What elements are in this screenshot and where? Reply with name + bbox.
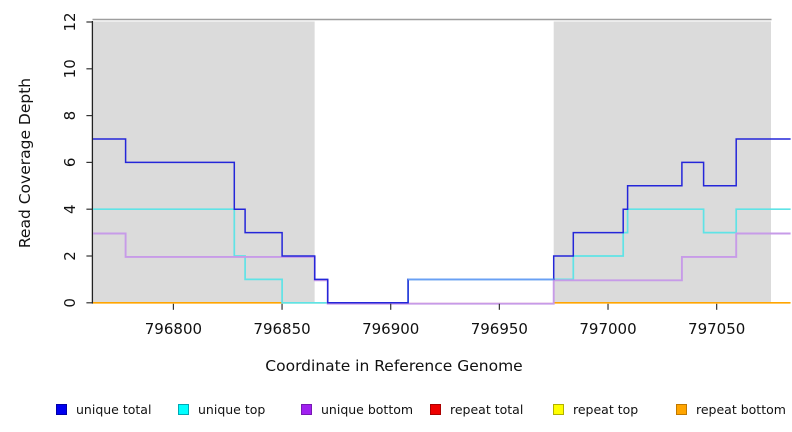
legend-item-unique-total: unique total (56, 402, 151, 417)
legend-swatch-unique-top (178, 404, 189, 415)
y-tick-label: 0 (61, 298, 79, 308)
legend-item-unique-bottom: unique bottom (301, 402, 413, 417)
y-tick-label: 8 (61, 111, 79, 121)
legend-swatch-repeat-bottom (676, 404, 687, 415)
legend-item-repeat-top: repeat top (553, 402, 638, 417)
legend-swatch-repeat-total (430, 404, 441, 415)
legend-item-repeat-total: repeat total (430, 402, 523, 417)
legend-label: unique bottom (321, 402, 414, 417)
x-tick-label: 797000 (579, 320, 636, 338)
legend-swatch-repeat-top (553, 404, 564, 415)
x-tick-label: 796800 (145, 320, 202, 338)
axis-ticks-and-labels: 796800 796850 796900 796950 797000 797050 0 2 4 6… (61, 12, 745, 338)
y-tick-label: 10 (61, 59, 79, 78)
x-tick-label: 796900 (362, 320, 419, 338)
coverage-plot: 796800 796850 796900 796950 797000 797050 0 2 4 6… (16, 12, 791, 375)
series-unique-bottom (93, 232, 791, 305)
y-tick-label: 2 (61, 251, 79, 261)
legend-swatch-unique-total (56, 404, 67, 415)
shaded-repeat-regions (93, 21, 771, 303)
x-tick-label: 797050 (688, 320, 745, 338)
legend-item-unique-top: unique top (178, 402, 265, 417)
legend-label: repeat total (450, 402, 524, 417)
legend-label: unique total (76, 402, 152, 417)
y-tick-label: 12 (61, 12, 79, 31)
x-tick-label: 796850 (253, 320, 310, 338)
y-tick-label: 6 (61, 158, 79, 168)
legend-label: repeat bottom (696, 402, 786, 417)
y-axis-label: Read Coverage Depth (16, 78, 34, 248)
coverage-series-lines (93, 138, 791, 305)
legend-item-repeat-bottom: repeat bottom (676, 402, 786, 417)
series-unique-top (93, 208, 791, 304)
legend-swatch-unique-bottom (301, 404, 312, 415)
x-tick-label: 796950 (471, 320, 528, 338)
y-tick-label: 4 (61, 204, 79, 214)
legend-label: repeat top (573, 402, 639, 417)
legend-label: unique top (198, 402, 266, 417)
x-axis-label: Coordinate in Reference Genome (265, 357, 522, 375)
